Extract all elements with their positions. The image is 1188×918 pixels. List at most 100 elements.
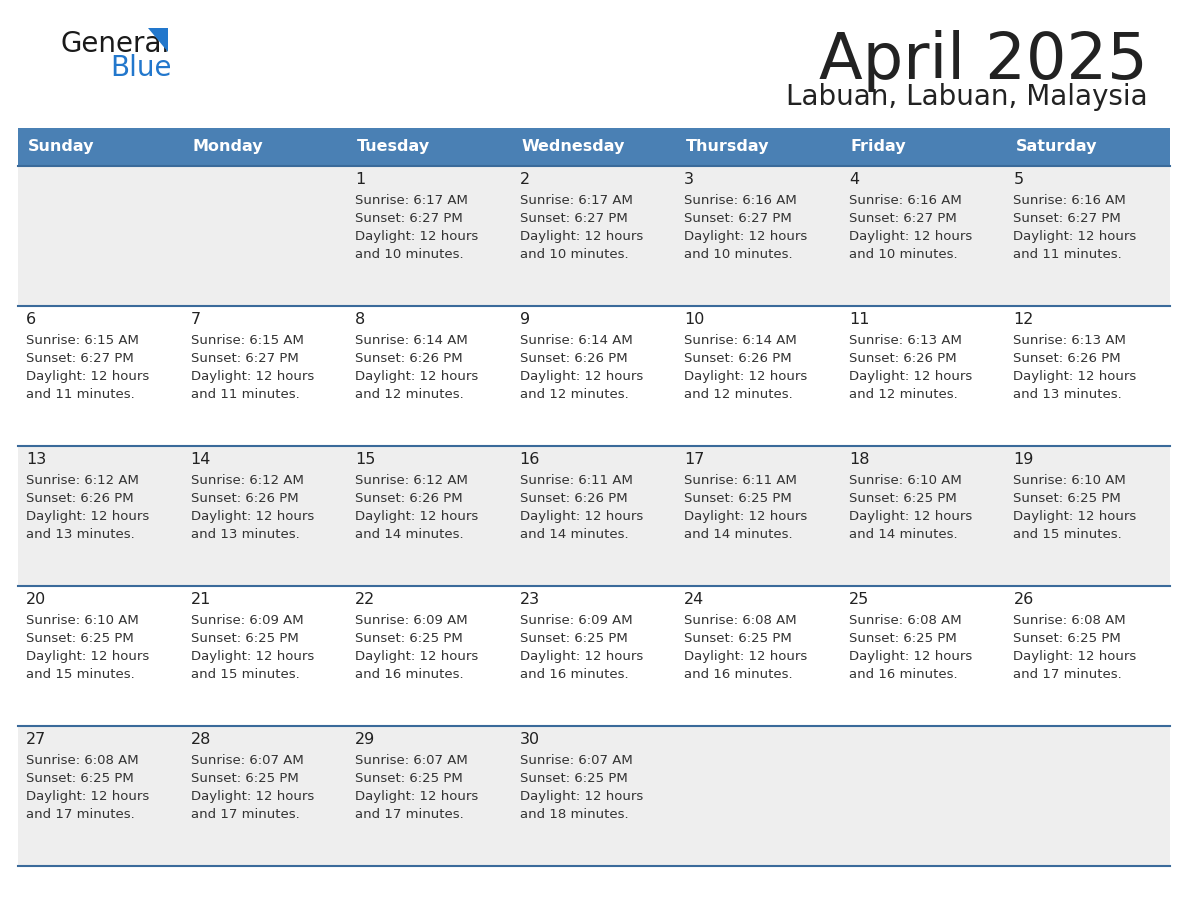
Text: Sunset: 6:27 PM: Sunset: 6:27 PM bbox=[26, 352, 134, 365]
Text: and 13 minutes.: and 13 minutes. bbox=[26, 528, 134, 541]
Text: Saturday: Saturday bbox=[1016, 140, 1097, 154]
Text: and 12 minutes.: and 12 minutes. bbox=[519, 388, 628, 401]
Text: Sunrise: 6:13 AM: Sunrise: 6:13 AM bbox=[1013, 334, 1126, 347]
Text: Sunset: 6:26 PM: Sunset: 6:26 PM bbox=[355, 352, 463, 365]
Text: 12: 12 bbox=[1013, 312, 1034, 327]
Text: Sunset: 6:25 PM: Sunset: 6:25 PM bbox=[849, 492, 956, 505]
Text: and 18 minutes.: and 18 minutes. bbox=[519, 808, 628, 821]
Text: Daylight: 12 hours: Daylight: 12 hours bbox=[1013, 650, 1137, 663]
Text: and 10 minutes.: and 10 minutes. bbox=[355, 248, 463, 261]
Text: Daylight: 12 hours: Daylight: 12 hours bbox=[849, 650, 972, 663]
Text: Sunset: 6:27 PM: Sunset: 6:27 PM bbox=[519, 212, 627, 225]
Text: Sunrise: 6:10 AM: Sunrise: 6:10 AM bbox=[849, 474, 961, 487]
Text: Sunset: 6:27 PM: Sunset: 6:27 PM bbox=[849, 212, 956, 225]
Text: Daylight: 12 hours: Daylight: 12 hours bbox=[26, 510, 150, 523]
Text: and 15 minutes.: and 15 minutes. bbox=[190, 668, 299, 681]
Bar bbox=[1005, 128, 1170, 166]
Text: 17: 17 bbox=[684, 452, 704, 467]
Text: and 11 minutes.: and 11 minutes. bbox=[190, 388, 299, 401]
Text: General: General bbox=[61, 30, 169, 58]
Text: Sunrise: 6:08 AM: Sunrise: 6:08 AM bbox=[1013, 614, 1126, 627]
Text: Sunset: 6:26 PM: Sunset: 6:26 PM bbox=[519, 492, 627, 505]
Text: 14: 14 bbox=[190, 452, 211, 467]
Text: Sunset: 6:25 PM: Sunset: 6:25 PM bbox=[519, 632, 627, 645]
Text: Sunrise: 6:07 AM: Sunrise: 6:07 AM bbox=[355, 754, 468, 767]
Text: Daylight: 12 hours: Daylight: 12 hours bbox=[849, 510, 972, 523]
Text: and 12 minutes.: and 12 minutes. bbox=[684, 388, 794, 401]
Text: and 12 minutes.: and 12 minutes. bbox=[355, 388, 463, 401]
Text: Sunrise: 6:08 AM: Sunrise: 6:08 AM bbox=[684, 614, 797, 627]
Text: Wednesday: Wednesday bbox=[522, 140, 625, 154]
Text: Sunset: 6:25 PM: Sunset: 6:25 PM bbox=[684, 632, 792, 645]
Text: and 16 minutes.: and 16 minutes. bbox=[355, 668, 463, 681]
Text: 15: 15 bbox=[355, 452, 375, 467]
Text: Sunset: 6:26 PM: Sunset: 6:26 PM bbox=[684, 352, 792, 365]
Text: Sunset: 6:27 PM: Sunset: 6:27 PM bbox=[684, 212, 792, 225]
Text: and 17 minutes.: and 17 minutes. bbox=[26, 808, 134, 821]
Text: and 13 minutes.: and 13 minutes. bbox=[190, 528, 299, 541]
Text: 21: 21 bbox=[190, 592, 211, 607]
Text: Sunset: 6:25 PM: Sunset: 6:25 PM bbox=[355, 772, 463, 785]
Text: Sunrise: 6:16 AM: Sunrise: 6:16 AM bbox=[849, 194, 961, 207]
Text: 2: 2 bbox=[519, 172, 530, 187]
Bar bbox=[18, 586, 1170, 726]
Text: and 13 minutes.: and 13 minutes. bbox=[1013, 388, 1123, 401]
Text: 13: 13 bbox=[26, 452, 46, 467]
Text: Sunset: 6:25 PM: Sunset: 6:25 PM bbox=[26, 772, 134, 785]
Text: and 12 minutes.: and 12 minutes. bbox=[849, 388, 958, 401]
Text: 1: 1 bbox=[355, 172, 366, 187]
Text: Sunrise: 6:08 AM: Sunrise: 6:08 AM bbox=[849, 614, 961, 627]
Text: 22: 22 bbox=[355, 592, 375, 607]
Bar bbox=[347, 128, 512, 166]
Text: Sunrise: 6:07 AM: Sunrise: 6:07 AM bbox=[519, 754, 632, 767]
Polygon shape bbox=[148, 28, 168, 52]
Text: Sunrise: 6:11 AM: Sunrise: 6:11 AM bbox=[684, 474, 797, 487]
Text: 30: 30 bbox=[519, 732, 539, 747]
Text: Daylight: 12 hours: Daylight: 12 hours bbox=[190, 790, 314, 803]
Text: Sunrise: 6:11 AM: Sunrise: 6:11 AM bbox=[519, 474, 632, 487]
Text: 25: 25 bbox=[849, 592, 870, 607]
Text: Sunset: 6:25 PM: Sunset: 6:25 PM bbox=[519, 772, 627, 785]
Text: Sunrise: 6:17 AM: Sunrise: 6:17 AM bbox=[519, 194, 632, 207]
Text: Daylight: 12 hours: Daylight: 12 hours bbox=[519, 370, 643, 383]
Text: Sunset: 6:26 PM: Sunset: 6:26 PM bbox=[26, 492, 133, 505]
Text: 23: 23 bbox=[519, 592, 539, 607]
Text: Daylight: 12 hours: Daylight: 12 hours bbox=[684, 650, 808, 663]
Text: Daylight: 12 hours: Daylight: 12 hours bbox=[355, 370, 479, 383]
Text: Sunrise: 6:15 AM: Sunrise: 6:15 AM bbox=[190, 334, 303, 347]
Text: Sunrise: 6:14 AM: Sunrise: 6:14 AM bbox=[355, 334, 468, 347]
Text: Sunrise: 6:08 AM: Sunrise: 6:08 AM bbox=[26, 754, 139, 767]
Text: Daylight: 12 hours: Daylight: 12 hours bbox=[355, 650, 479, 663]
Text: Sunrise: 6:09 AM: Sunrise: 6:09 AM bbox=[519, 614, 632, 627]
Text: Daylight: 12 hours: Daylight: 12 hours bbox=[684, 510, 808, 523]
Text: Sunset: 6:25 PM: Sunset: 6:25 PM bbox=[355, 632, 463, 645]
Text: Tuesday: Tuesday bbox=[358, 140, 430, 154]
Text: 8: 8 bbox=[355, 312, 366, 327]
Text: Sunrise: 6:15 AM: Sunrise: 6:15 AM bbox=[26, 334, 139, 347]
Text: Daylight: 12 hours: Daylight: 12 hours bbox=[519, 790, 643, 803]
Text: Sunrise: 6:07 AM: Sunrise: 6:07 AM bbox=[190, 754, 303, 767]
Text: and 11 minutes.: and 11 minutes. bbox=[26, 388, 134, 401]
Text: 6: 6 bbox=[26, 312, 36, 327]
Text: Sunset: 6:26 PM: Sunset: 6:26 PM bbox=[519, 352, 627, 365]
Text: Daylight: 12 hours: Daylight: 12 hours bbox=[355, 790, 479, 803]
Text: Daylight: 12 hours: Daylight: 12 hours bbox=[849, 370, 972, 383]
Text: and 11 minutes.: and 11 minutes. bbox=[1013, 248, 1123, 261]
Text: Sunrise: 6:16 AM: Sunrise: 6:16 AM bbox=[684, 194, 797, 207]
Text: and 16 minutes.: and 16 minutes. bbox=[519, 668, 628, 681]
Bar bbox=[18, 726, 1170, 866]
Text: 3: 3 bbox=[684, 172, 694, 187]
Text: 16: 16 bbox=[519, 452, 541, 467]
Text: 11: 11 bbox=[849, 312, 870, 327]
Text: Sunrise: 6:10 AM: Sunrise: 6:10 AM bbox=[26, 614, 139, 627]
Text: Daylight: 12 hours: Daylight: 12 hours bbox=[684, 370, 808, 383]
Text: Daylight: 12 hours: Daylight: 12 hours bbox=[684, 230, 808, 243]
Text: Sunset: 6:27 PM: Sunset: 6:27 PM bbox=[190, 352, 298, 365]
Text: Friday: Friday bbox=[851, 140, 906, 154]
Text: 4: 4 bbox=[849, 172, 859, 187]
Text: Labuan, Labuan, Malaysia: Labuan, Labuan, Malaysia bbox=[786, 83, 1148, 111]
Text: 28: 28 bbox=[190, 732, 211, 747]
Text: and 15 minutes.: and 15 minutes. bbox=[1013, 528, 1123, 541]
Text: 9: 9 bbox=[519, 312, 530, 327]
Text: Sunrise: 6:10 AM: Sunrise: 6:10 AM bbox=[1013, 474, 1126, 487]
